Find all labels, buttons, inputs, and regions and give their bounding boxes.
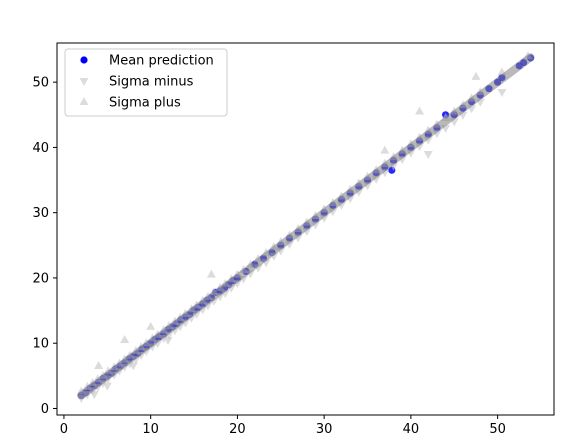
- y-tick-label: 30: [32, 206, 49, 221]
- legend-marker: [79, 78, 89, 86]
- sigma-plus-point: [380, 145, 390, 154]
- sigma-plus-point: [206, 269, 216, 278]
- x-tick-label: 30: [316, 422, 333, 437]
- legend-marker: [80, 56, 88, 64]
- y-tick-label: 0: [41, 402, 49, 417]
- x-axis: 0 10 20 30 40 50: [60, 415, 506, 437]
- x-tick-label: 10: [142, 422, 159, 437]
- x-tick-label: 40: [403, 422, 420, 437]
- sigma-minus-point: [163, 336, 173, 345]
- sigma-minus-point: [128, 362, 138, 371]
- y-tick-label: 50: [32, 76, 49, 91]
- sigma-plus-point: [415, 106, 425, 115]
- sigma-plus-point: [471, 71, 481, 80]
- sigma-minus-point: [89, 391, 99, 400]
- sigma-plus-point: [146, 321, 156, 330]
- sigma-plus-point: [94, 361, 104, 370]
- legend: Mean prediction Sigma minus Sigma plus: [64, 48, 228, 117]
- legend-box: [64, 48, 228, 117]
- y-axis: 0 10 20 30 40 50: [32, 76, 57, 417]
- legend-label: Sigma plus: [109, 96, 181, 111]
- x-tick-label: 20: [229, 422, 246, 437]
- sigma-overlap-band: [77, 53, 535, 400]
- y-tick-label: 20: [32, 271, 49, 286]
- points-layer: [76, 51, 535, 404]
- sigma-plus-point: [120, 334, 130, 343]
- sigma-minus-point: [497, 88, 507, 97]
- legend-marker: [79, 97, 89, 105]
- y-tick-label: 40: [32, 141, 49, 156]
- x-tick-label: 0: [60, 422, 68, 437]
- sigma-minus-point: [102, 382, 112, 391]
- y-tick-label: 10: [32, 337, 49, 352]
- legend-label: Sigma minus: [109, 75, 194, 90]
- x-tick-label: 50: [489, 422, 506, 437]
- sigma-minus-point: [423, 150, 433, 159]
- legend-label: Mean prediction: [109, 54, 214, 69]
- plot-frame: [56, 42, 555, 416]
